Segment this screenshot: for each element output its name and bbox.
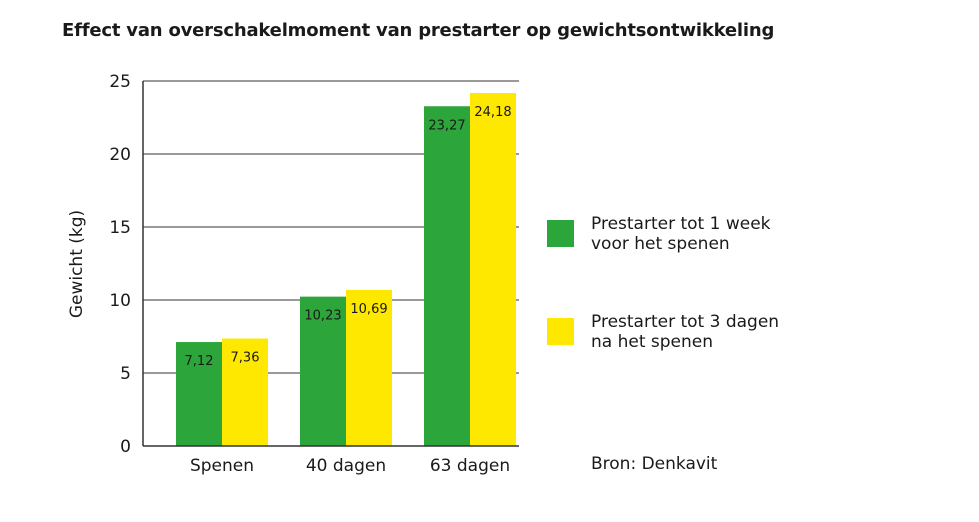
y-tick-label: 20 [109, 145, 131, 165]
bar-series-2 [346, 289, 392, 446]
chart-title: Effect van overschakelmoment van prestar… [62, 20, 775, 41]
axes [142, 81, 519, 447]
legend-item-series-2: Prestarter tot 3 dagen na het spenen [547, 312, 847, 362]
bar-series-1 [176, 342, 222, 446]
bars [176, 92, 516, 447]
x-category-label: 40 dagen [306, 456, 386, 476]
bar-series-1 [300, 296, 346, 446]
legend-swatch-yellow [547, 318, 574, 345]
data-label: 7,36 [231, 351, 260, 366]
data-label: 24,18 [474, 105, 511, 120]
data-label: 23,27 [428, 118, 465, 133]
legend-swatch-green [547, 220, 574, 247]
x-category-label: 63 dagen [430, 456, 510, 476]
legend-label: Prestarter tot 3 dagen na het spenen [591, 312, 780, 352]
source-note: Bron: Denkavit [591, 454, 718, 474]
y-tick-label: 25 [109, 72, 131, 92]
y-tick-labels: 0 5 10 15 20 25 [109, 72, 131, 457]
y-axis-label: Gewicht (kg) [67, 210, 87, 318]
data-label: 10,69 [350, 302, 387, 317]
x-category-label: Spenen [190, 456, 254, 476]
legend-item-series-1: Prestarter tot 1 week voor het spenen [547, 214, 847, 264]
data-label: 7,12 [185, 354, 214, 369]
x-category-labels: Spenen 40 dagen 63 dagen [190, 456, 510, 476]
y-tick-label: 5 [120, 364, 131, 384]
y-tick-label: 15 [109, 218, 131, 238]
bar-series-1 [424, 106, 470, 447]
bar-series-2 [470, 92, 516, 447]
data-label: 10,23 [304, 309, 341, 324]
data-labels: 7,12 10,23 23,27 7,36 10,69 24,18 [185, 105, 512, 369]
bar-series-2 [222, 338, 268, 446]
y-tick-label: 10 [109, 291, 131, 311]
legend-label: Prestarter tot 1 week voor het spenen [591, 214, 771, 254]
y-tick-label: 0 [120, 437, 131, 457]
